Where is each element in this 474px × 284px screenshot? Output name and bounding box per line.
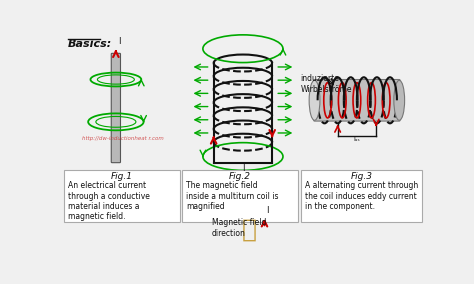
Text: I: I — [242, 164, 244, 173]
Text: 👍: 👍 — [242, 218, 256, 242]
Text: I: I — [118, 37, 121, 46]
FancyBboxPatch shape — [111, 53, 120, 163]
Text: Magnetic field
direction: Magnetic field direction — [212, 218, 266, 238]
Text: Basics:: Basics: — [68, 39, 112, 49]
Text: Iₐₛ: Iₐₛ — [354, 137, 360, 142]
Ellipse shape — [309, 80, 320, 120]
Text: An electrical current
through a conductive
material induces a
magnetic field.: An electrical current through a conducti… — [68, 181, 150, 221]
Ellipse shape — [394, 80, 405, 120]
FancyBboxPatch shape — [64, 170, 180, 222]
Text: Fig.1: Fig.1 — [111, 172, 133, 181]
Text: Fig.2: Fig.2 — [229, 172, 251, 181]
Text: I: I — [266, 206, 269, 215]
Text: http://dw-inductionheat r.com: http://dw-inductionheat r.com — [82, 136, 164, 141]
FancyBboxPatch shape — [182, 170, 298, 222]
FancyBboxPatch shape — [301, 170, 422, 222]
Text: A alternating current through
the coil induces eddy current
in the component.: A alternating current through the coil i… — [304, 181, 418, 211]
Text: induzierte
Wirbelströme: induzierte Wirbelströme — [301, 74, 352, 93]
Text: The magnetic field
inside a multiturn coil is
magnified: The magnetic field inside a multiturn co… — [186, 181, 278, 211]
FancyBboxPatch shape — [314, 80, 400, 121]
Text: Fig.3: Fig.3 — [350, 172, 373, 181]
